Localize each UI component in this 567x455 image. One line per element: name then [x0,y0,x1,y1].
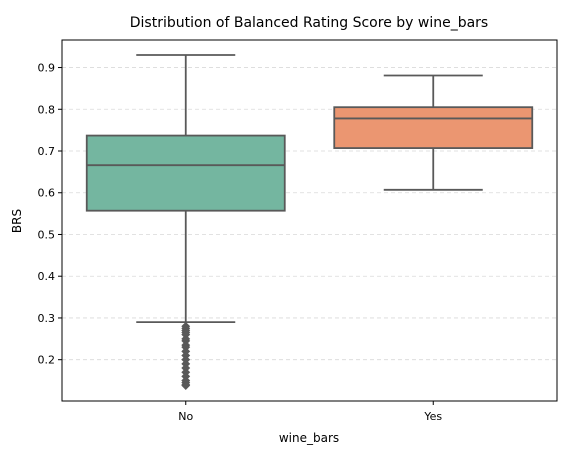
x-tick-label: No [178,410,193,423]
plot-frame [61,39,558,402]
y-tick-label: 0.7 [38,145,56,158]
y-tick-label: 0.3 [38,312,56,325]
box-iqr [85,134,286,212]
y-tick-label: 0.8 [38,103,56,116]
box-group-yes [333,74,534,191]
y-tick-label: 0.5 [38,228,56,241]
x-tick-label: Yes [423,410,442,423]
y-axis-label: BRS [10,209,24,233]
y-tick-label: 0.2 [38,354,56,367]
box-group-no [85,54,286,390]
boxes-layer [85,54,534,390]
x-axis-label: wine_bars [279,431,339,445]
chart-title: Distribution of Balanced Rating Score by… [130,15,488,31]
y-tick-label: 0.6 [38,187,56,200]
box-iqr [333,106,534,149]
grid-lines [62,67,557,361]
y-tick-label: 0.9 [38,62,56,75]
y-axis-ticks: 0.2 0.3 0.4 0.5 0.6 0.7 0.8 0.9 [38,62,62,367]
x-axis-ticks: No Yes [178,401,442,423]
y-tick-label: 0.4 [38,270,56,283]
outlier-point [181,381,191,390]
